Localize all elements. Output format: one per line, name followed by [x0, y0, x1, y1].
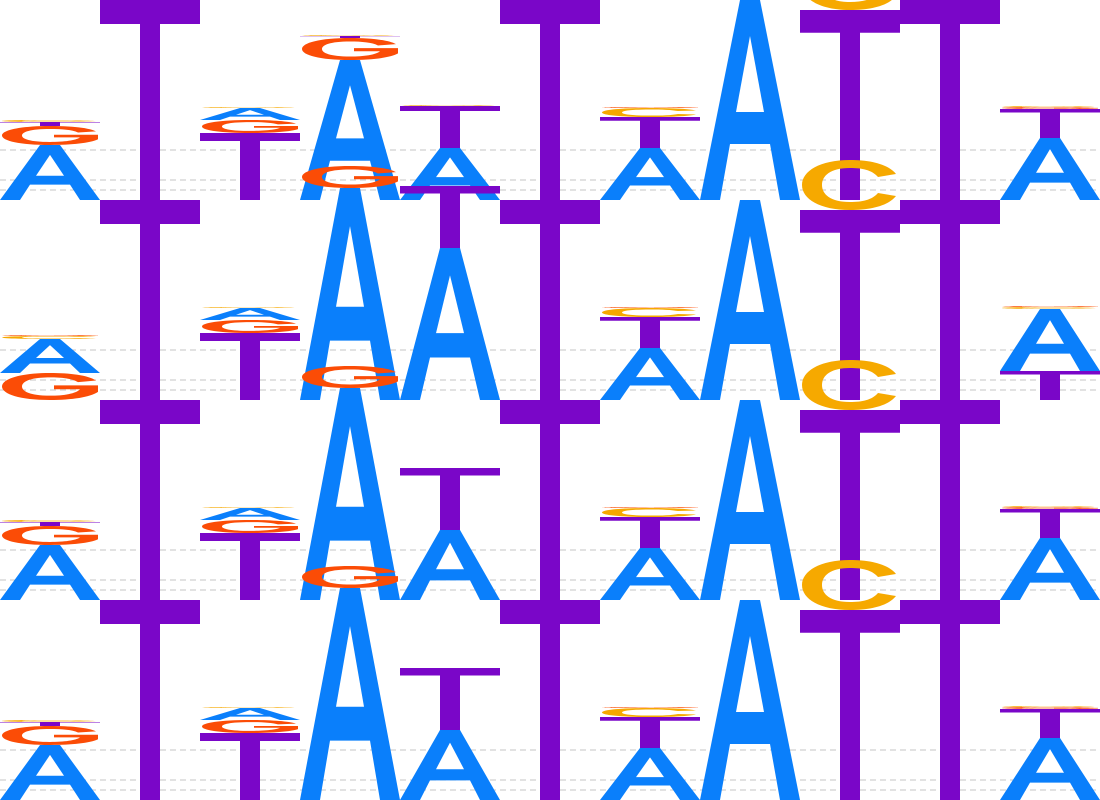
nucleotide-c-glyph	[1002, 106, 1096, 107]
nucleotide-a-glyph	[0, 145, 100, 200]
logo-row	[0, 0, 1100, 200]
nucleotide-g-glyph	[202, 520, 298, 533]
nucleotide-t-glyph	[600, 717, 700, 748]
nucleotide-t-glyph	[100, 600, 200, 800]
nucleotide-c-glyph	[302, 35, 396, 36]
nucleotide-c-glyph	[1002, 506, 1096, 507]
nucleotide-t-glyph	[500, 600, 600, 800]
nucleotide-g-glyph	[2, 373, 98, 400]
nucleotide-a-glyph	[700, 400, 800, 600]
nucleotide-g-glyph	[2, 335, 98, 336]
nucleotide-c-glyph	[602, 308, 696, 317]
nucleotide-t-glyph	[100, 200, 200, 400]
nucleotide-c-glyph	[2, 720, 96, 722]
nucleotide-t-glyph	[100, 400, 200, 600]
nucleotide-a-glyph	[700, 200, 800, 400]
nucleotide-a-glyph	[0, 745, 100, 800]
nucleotide-t-glyph	[100, 0, 200, 200]
nucleotide-c-glyph	[2, 120, 96, 122]
nucleotide-t-glyph	[900, 400, 1000, 600]
nucleotide-t-glyph	[500, 0, 600, 200]
logo-row	[0, 560, 1100, 800]
nucleotide-t-glyph	[0, 722, 100, 726]
nucleotide-c-glyph	[2, 520, 96, 522]
nucleotide-g-glyph	[602, 107, 698, 108]
nucleotide-t-glyph	[1000, 509, 1100, 538]
nucleotide-c-glyph	[2, 336, 96, 339]
nucleotide-t-glyph	[800, 610, 900, 800]
nucleotide-c-glyph	[802, 0, 896, 10]
nucleotide-t-glyph	[900, 200, 1000, 400]
nucleotide-a-glyph	[600, 548, 700, 600]
nucleotide-g-glyph	[302, 166, 398, 188]
nucleotide-a-glyph	[0, 339, 100, 373]
nucleotide-c-glyph	[202, 307, 296, 308]
nucleotide-c-glyph	[602, 708, 696, 717]
nucleotide-t-glyph	[600, 317, 700, 348]
nucleotide-g-glyph	[202, 120, 298, 133]
nucleotide-a-glyph	[0, 545, 100, 600]
nucleotide-g-glyph	[2, 126, 98, 145]
nucleotide-g-glyph	[602, 307, 698, 308]
nucleotide-a-glyph	[200, 508, 300, 520]
nucleotide-a-glyph	[200, 308, 300, 320]
nucleotide-c-glyph	[202, 707, 296, 708]
nucleotide-t-glyph	[900, 600, 1000, 800]
nucleotide-a-glyph	[1000, 738, 1100, 800]
nucleotide-t-glyph	[0, 522, 100, 526]
nucleotide-c-glyph	[1002, 706, 1096, 707]
nucleotide-g-glyph	[1002, 107, 1098, 109]
nucleotide-c-glyph	[602, 508, 696, 517]
nucleotide-g-glyph	[2, 726, 98, 745]
nucleotide-a-glyph	[600, 748, 700, 800]
nucleotide-a-glyph	[1000, 538, 1100, 600]
nucleotide-t-glyph	[1000, 371, 1100, 400]
nucleotide-g-glyph	[1002, 507, 1098, 509]
nucleotide-a-glyph	[700, 0, 800, 200]
nucleotide-t-glyph	[400, 468, 500, 530]
nucleotide-t-glyph	[1000, 109, 1100, 138]
nucleotide-a-glyph	[600, 348, 700, 400]
nucleotide-a-glyph	[400, 248, 500, 400]
nucleotide-t-glyph	[0, 122, 100, 126]
nucleotide-g-glyph	[602, 507, 698, 508]
nucleotide-g-glyph	[602, 707, 698, 708]
nucleotide-a-glyph	[200, 708, 300, 720]
nucleotide-a-glyph	[600, 148, 700, 200]
nucleotide-c-glyph	[1002, 307, 1096, 309]
nucleotide-a-glyph	[1000, 309, 1100, 371]
nucleotide-g-glyph	[1002, 306, 1098, 307]
nucleotide-g-glyph	[1002, 707, 1098, 709]
nucleotide-c-glyph	[202, 107, 296, 108]
nucleotide-a-glyph	[1000, 138, 1100, 200]
nucleotide-t-glyph	[400, 668, 500, 730]
nucleotide-g-glyph	[202, 320, 298, 333]
nucleotide-a-glyph	[700, 600, 800, 800]
nucleotide-a-glyph	[300, 588, 400, 800]
logo-row	[0, 360, 1100, 600]
nucleotide-t-glyph	[400, 106, 500, 148]
nucleotide-g-glyph	[302, 38, 398, 60]
nucleotide-g-glyph	[202, 720, 298, 733]
nucleotide-g-glyph	[2, 526, 98, 545]
nucleotide-g-glyph	[302, 566, 398, 588]
nucleotide-a-glyph	[200, 108, 300, 120]
nucleotide-c-glyph	[202, 507, 296, 508]
nucleotide-t-glyph	[500, 200, 600, 400]
nucleotide-g-glyph	[302, 366, 398, 388]
nucleotide-t-glyph	[1000, 709, 1100, 738]
nucleotide-t-glyph	[500, 400, 600, 600]
logo-row	[0, 160, 1100, 400]
nucleotide-c-glyph	[402, 105, 496, 106]
nucleotide-t-glyph	[300, 36, 400, 38]
nucleotide-t-glyph	[900, 0, 1000, 200]
nucleotide-t-glyph	[600, 117, 700, 148]
nucleotide-c-glyph	[602, 108, 696, 117]
nucleotide-t-glyph	[600, 517, 700, 548]
